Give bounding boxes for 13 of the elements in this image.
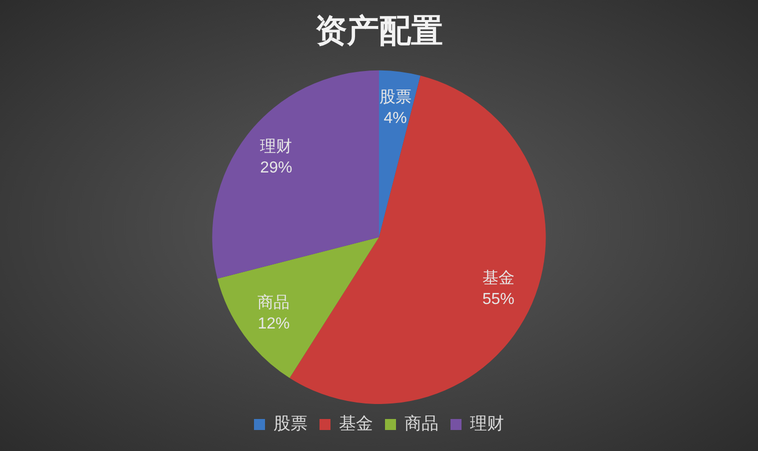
- legend-label: 基金: [339, 414, 373, 434]
- slice-label: 基金: [482, 268, 514, 287]
- data-label: 12%: [258, 316, 290, 333]
- data-label: 29%: [260, 159, 292, 176]
- legend-label: 商品: [404, 414, 438, 434]
- slice-label: 商品: [258, 294, 290, 312]
- legend-label: 理财: [470, 414, 504, 434]
- slice-label: 股票: [379, 89, 412, 106]
- slice-label: 理财: [260, 137, 292, 156]
- data-label: 55%: [482, 290, 514, 308]
- chart-title: 资产配置: [315, 12, 443, 50]
- data-label: 4%: [384, 110, 407, 128]
- legend-label: 股票: [274, 414, 308, 434]
